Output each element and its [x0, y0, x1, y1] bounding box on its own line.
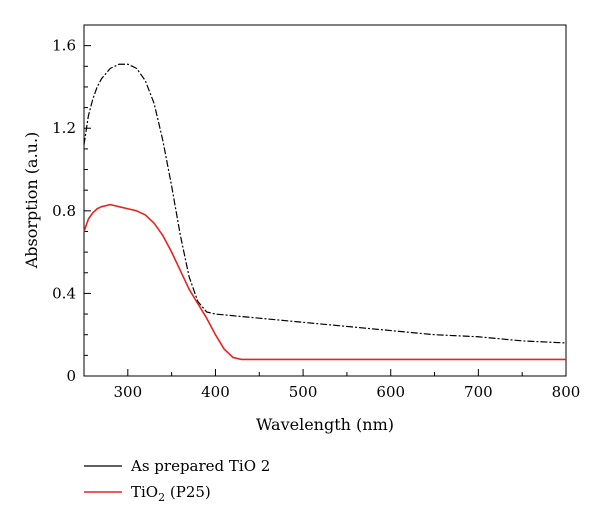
x-tick-label: 600 — [376, 383, 405, 401]
y-tick-label: 0.4 — [52, 284, 76, 302]
legend-label-p25: TiO2 (P25) — [131, 483, 211, 504]
series-line-p25 — [83, 203, 566, 361]
x-axis-title: Wavelength (nm) — [256, 415, 394, 434]
y-axis-ticks: 0 0.4 0.8 1.2 1.6 — [52, 24, 91, 385]
x-tick-label: 800 — [552, 383, 581, 401]
y-tick-label: 0.8 — [52, 202, 76, 220]
y-tick-label: 0 — [66, 367, 76, 385]
x-tick-label: 700 — [464, 383, 493, 401]
y-axis-title: Absorption (a.u.) — [22, 132, 41, 270]
series-layer — [83, 63, 567, 361]
legend: As prepared TiO 2 TiO2 (P25) — [84, 457, 270, 504]
x-tick-label: 400 — [201, 383, 230, 401]
plot-frame — [83, 24, 567, 377]
plot-area: 300 400 500 600 700 800 0 0.4 0.8 1.2 1.6 — [52, 24, 581, 401]
y-tick-label: 1.6 — [52, 37, 76, 55]
x-axis-ticks: 300 400 500 600 700 800 — [83, 369, 581, 401]
legend-label-as-prepared: As prepared TiO 2 — [130, 457, 270, 475]
y-tick-label: 1.2 — [52, 119, 76, 137]
series-line-as-prepared — [83, 63, 567, 344]
x-tick-label: 500 — [289, 383, 318, 401]
x-tick-label: 300 — [113, 383, 142, 401]
